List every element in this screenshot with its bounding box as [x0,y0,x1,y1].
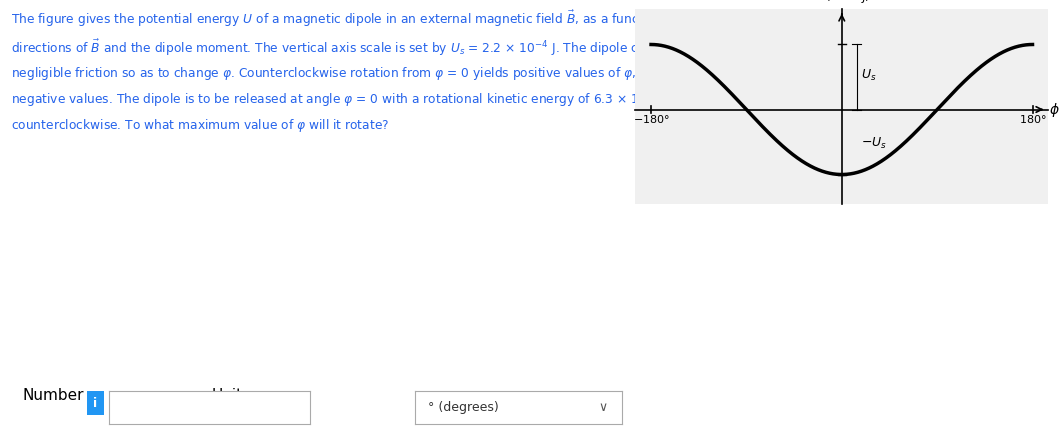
Text: Number: Number [22,388,84,403]
Text: ∨: ∨ [598,401,607,414]
Text: The figure gives the potential energy $U$ of a magnetic dipole in an external ma: The figure gives the potential energy $U… [11,9,840,134]
Text: $-U_s$: $-U_s$ [861,136,886,151]
Text: $U\ (10^{-4}\ \mathrm{J})$: $U\ (10^{-4}\ \mathrm{J})$ [813,0,870,7]
Text: $U_s$: $U_s$ [861,68,877,83]
Text: Units: Units [212,388,251,403]
Text: $180°$: $180°$ [1019,113,1046,125]
Text: ° (degrees): ° (degrees) [428,401,499,414]
Text: i: i [93,397,97,409]
Text: $-180°$: $-180°$ [632,113,669,125]
Text: $\phi$: $\phi$ [1049,101,1059,118]
